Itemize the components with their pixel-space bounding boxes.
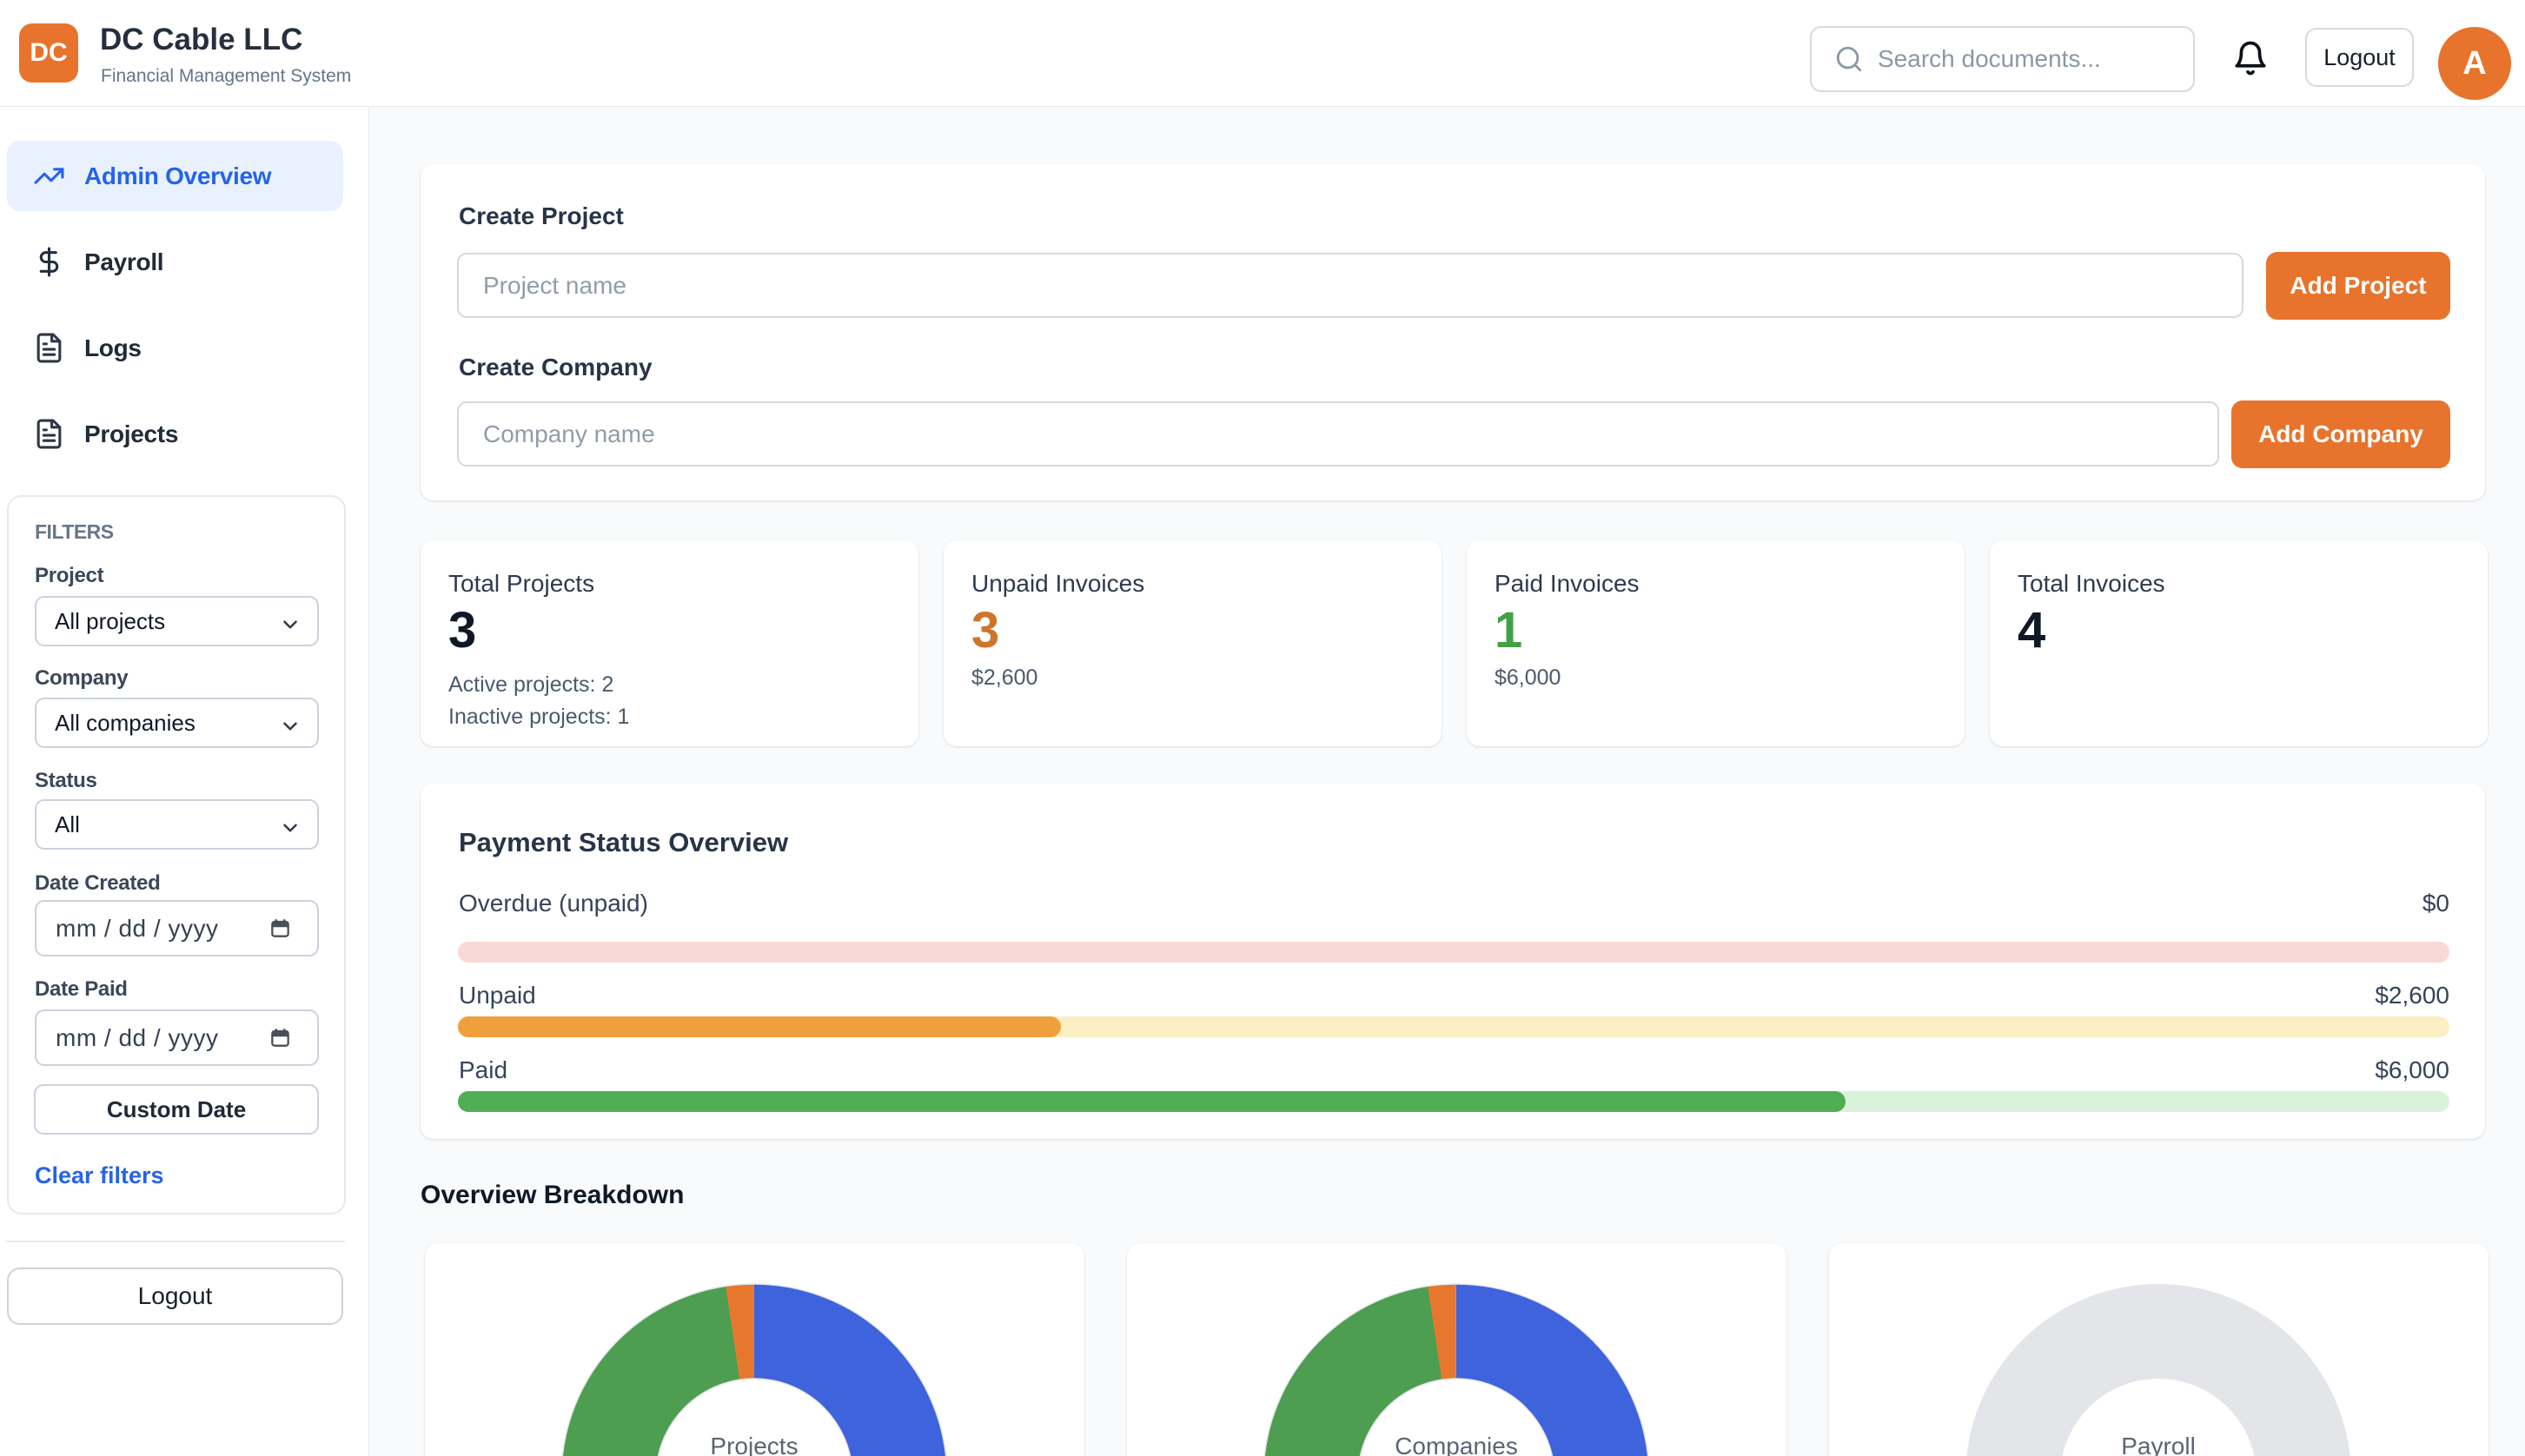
svg-text:Companies: Companies <box>1395 1433 1518 1456</box>
svg-text:Payroll: Payroll <box>2121 1433 2196 1456</box>
svg-text:Projects: Projects <box>710 1433 798 1456</box>
